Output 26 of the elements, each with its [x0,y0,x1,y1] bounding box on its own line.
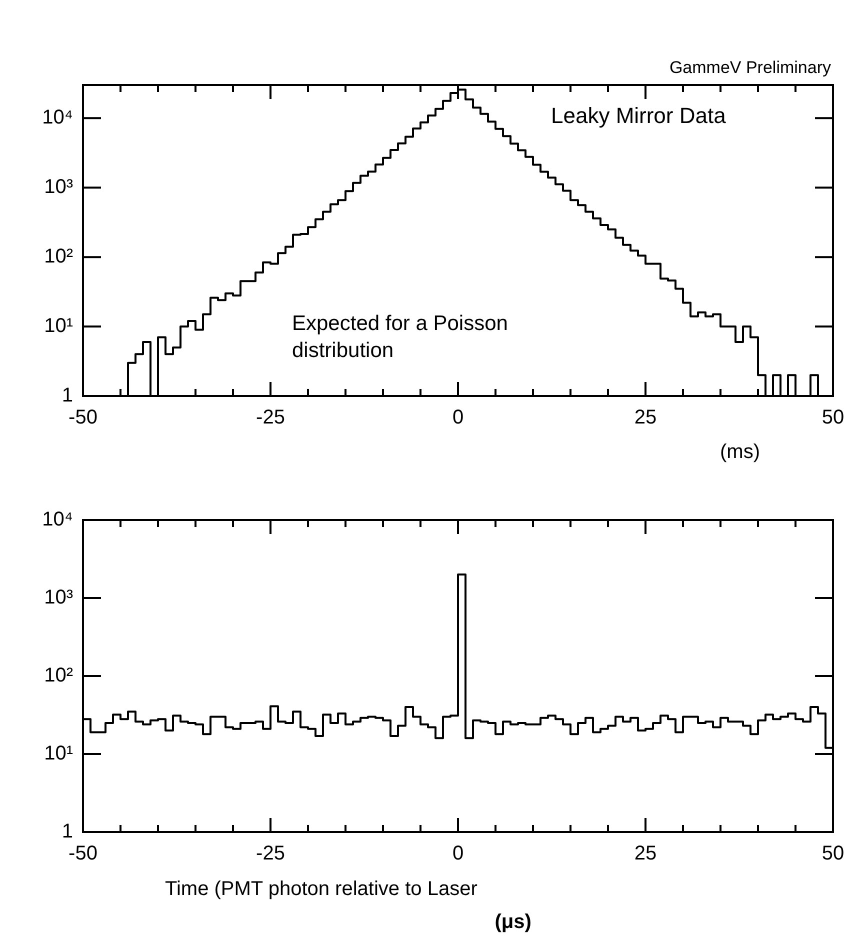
x-tick-label: -50 [68,842,98,865]
x-tick-label: 0 [452,842,464,865]
annotation: Expected for a Poisson distribution [292,312,508,362]
x-axis-title: Time (PMT photon relative to Laser [165,878,478,900]
x-tick-label: 25 [634,406,657,429]
text: (μs) [494,911,532,933]
y-tick-label: 10¹ [44,742,74,765]
x-tick-label: 25 [634,842,657,865]
y-tick-label: 10³ [44,176,74,198]
y-tick-label: 10² [44,246,74,268]
x-tick-label: 0 [452,406,464,429]
text: GammeV Preliminary [669,58,832,77]
annotation: Leaky Mirror Data [551,103,727,128]
x-axis-title: (ms) [720,441,760,463]
y-tick-label: 10¹ [44,315,74,338]
x-tick-label: -25 [256,842,285,865]
x-tick-label: -25 [256,406,285,429]
y-tick-label: 1 [62,820,73,843]
x-tick-label: 50 [822,842,844,865]
y-tick-label: 10³ [44,586,74,609]
y-tick-label: 10² [44,664,74,687]
y-tick-label: 10⁴ [42,508,73,531]
x-tick-label: 50 [822,406,844,429]
y-tick-label: 10⁴ [42,106,73,129]
y-tick-label: 1 [62,384,73,407]
x-tick-label: -50 [68,406,98,429]
